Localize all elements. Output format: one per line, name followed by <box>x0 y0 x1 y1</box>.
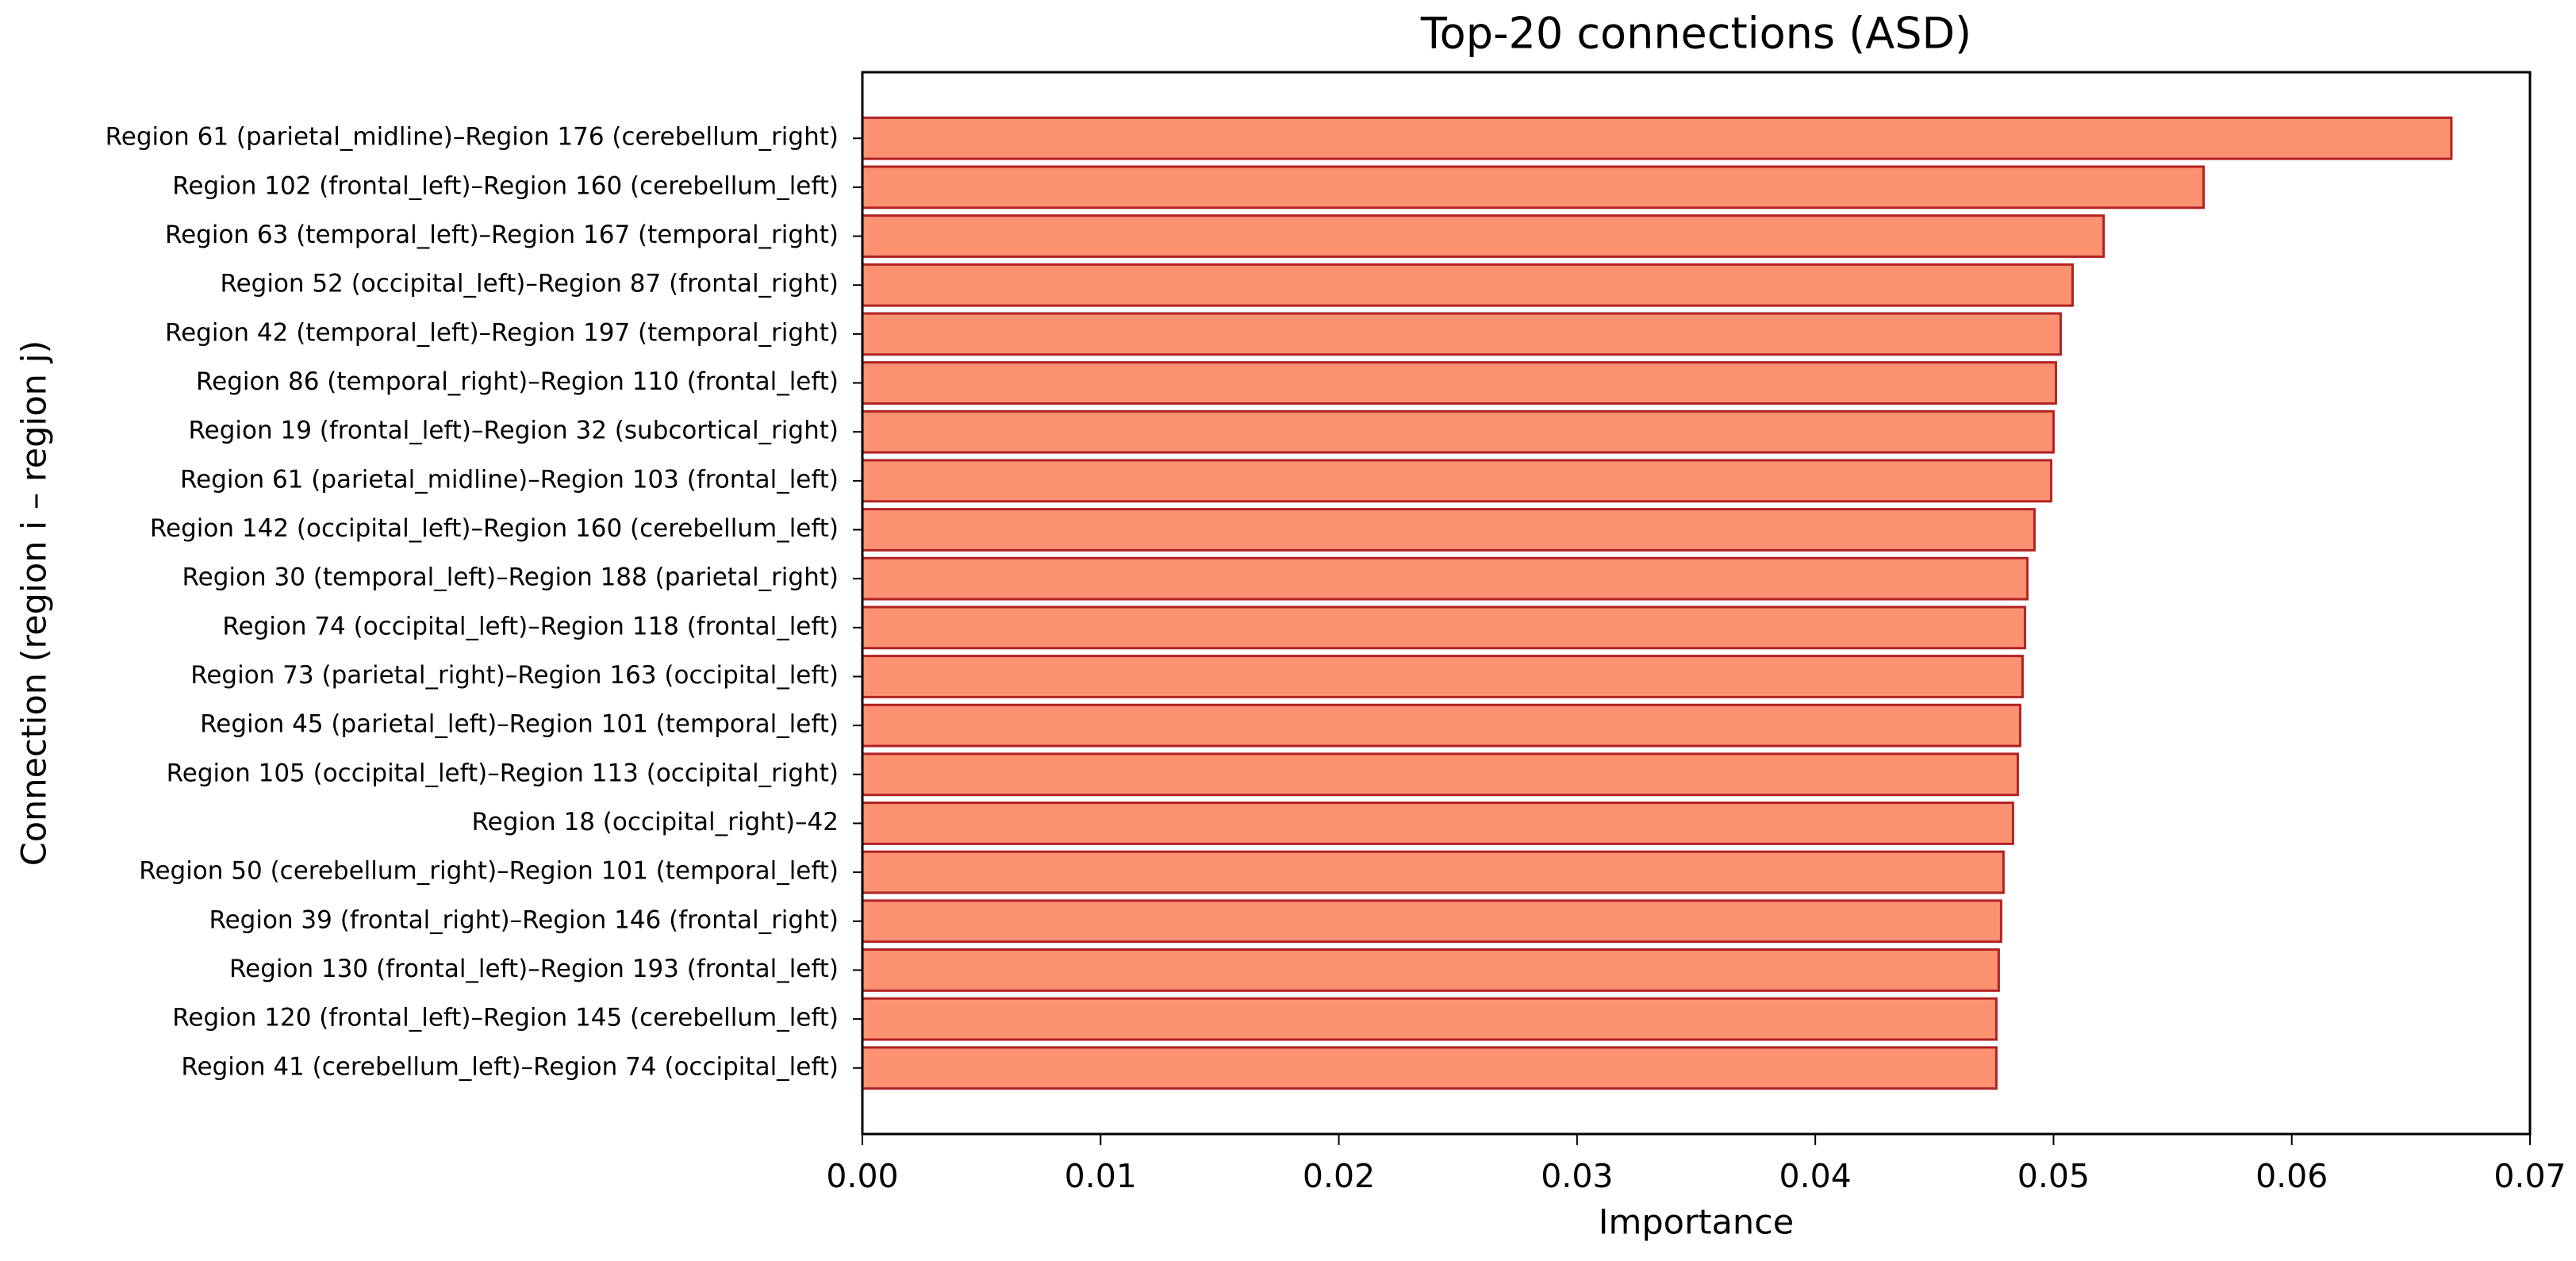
y-tick-label: Region 41 (cerebellum_left)–Region 74 (o… <box>181 1052 839 1081</box>
x-tick-label: 0.03 <box>1541 1157 1613 1195</box>
bar <box>861 655 2024 698</box>
y-tick-label: Region 18 (occipital_right)–42 <box>472 808 839 836</box>
bar <box>861 312 2062 356</box>
bar <box>861 263 2074 307</box>
bar <box>861 116 2453 160</box>
x-axis-label: Importance <box>1599 1203 1794 1243</box>
x-tick-label: 0.05 <box>2017 1157 2090 1195</box>
y-tick-label: Region 130 (frontal_left)–Region 193 (fr… <box>229 955 839 983</box>
bar <box>861 948 2000 992</box>
bar <box>861 214 2105 258</box>
y-tick-label: Region 52 (occipital_left)–Region 87 (fr… <box>220 270 839 298</box>
y-tick-label: Region 74 (occipital_left)–Region 118 (f… <box>222 612 839 640</box>
x-tick-label: 0.07 <box>2493 1157 2566 1195</box>
bar <box>861 997 1998 1041</box>
y-tick-label: Region 45 (parietal_left)–Region 101 (te… <box>200 710 839 739</box>
plot-frame <box>861 71 2532 1136</box>
bar <box>861 606 2026 650</box>
y-tick-label: Region 63 (temporal_left)–Region 167 (te… <box>165 221 839 249</box>
y-tick-label: Region 61 (parietal_midline)–Region 103 … <box>180 465 839 494</box>
y-tick-label: Region 42 (temporal_left)–Region 197 (te… <box>165 318 839 347</box>
y-tick-label: Region 86 (temporal_right)–Region 110 (f… <box>196 367 839 396</box>
chart-title: Top-20 connections (ASD) <box>1420 9 1971 59</box>
y-tick-label: Region 19 (frontal_left)–Region 32 (subc… <box>189 417 839 445</box>
y-tick-label: Region 50 (cerebellum_right)–Region 101 … <box>139 857 839 886</box>
x-tick-label: 0.00 <box>826 1157 898 1195</box>
y-tick-label: Region 61 (parietal_midline)–Region 176 … <box>106 123 839 152</box>
x-tick-label: 0.01 <box>1065 1157 1137 1195</box>
y-tick-label: Region 30 (temporal_left)–Region 188 (pa… <box>182 563 839 592</box>
y-tick-label: Region 39 (frontal_right)–Region 146 (fr… <box>209 905 839 934</box>
x-tick-label: 0.02 <box>1303 1157 1375 1195</box>
bar <box>861 409 2055 454</box>
bar <box>861 703 2021 748</box>
bar <box>861 459 2052 503</box>
x-tick-label: 0.06 <box>2255 1157 2328 1195</box>
bar <box>861 1046 1998 1090</box>
bar <box>861 899 2002 944</box>
bar <box>861 802 2014 845</box>
y-tick-label: Region 142 (occipital_left)–Region 160 (… <box>150 514 839 543</box>
bar <box>861 556 2029 601</box>
y-tick-label: Region 105 (occipital_left)–Region 113 (… <box>167 759 839 787</box>
y-tick-label: Region 120 (frontal_left)–Region 145 (ce… <box>172 1004 839 1032</box>
bar <box>861 850 2005 894</box>
bar <box>861 165 2206 210</box>
x-tick-label: 0.04 <box>1779 1157 1851 1195</box>
bar <box>861 508 2036 552</box>
y-axis-label: Connection (region i – region j) <box>15 340 55 867</box>
bar <box>861 752 2019 797</box>
bar <box>861 361 2057 405</box>
y-tick-label: Region 102 (frontal_left)–Region 160 (ce… <box>172 171 839 200</box>
y-tick-label: Region 73 (parietal_right)–Region 163 (o… <box>190 661 839 690</box>
